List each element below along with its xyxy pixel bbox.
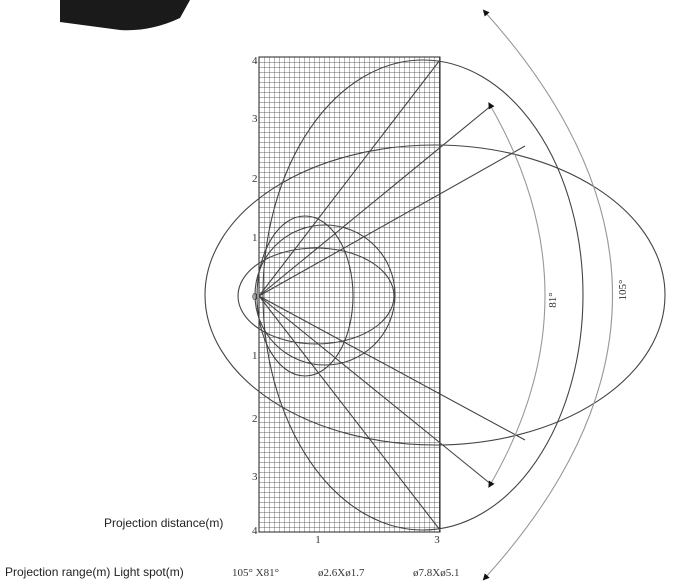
device-image xyxy=(60,0,190,31)
x-label: 3 xyxy=(434,534,440,546)
caption: ø2.6Xø1.7 xyxy=(318,567,365,579)
y-label: 2 xyxy=(252,413,258,425)
y-label: 3 xyxy=(252,113,258,125)
x-label: 1 xyxy=(315,534,321,546)
y-label: 3 xyxy=(252,471,258,483)
y-label: 2 xyxy=(252,173,258,185)
y-label: 1 xyxy=(252,232,258,244)
beam-shapes xyxy=(204,9,666,581)
y-label: 1 xyxy=(252,350,258,362)
angle-label: 81° xyxy=(547,292,559,307)
y-label: 4 xyxy=(252,55,258,67)
caption: Projection distance(m) xyxy=(104,516,223,530)
y-label: 4 xyxy=(252,525,258,537)
caption: ø7.8Xø5.1 xyxy=(413,567,459,579)
caption: 105° X81° xyxy=(232,567,279,579)
caption: Projection range(m) Light spot(m) xyxy=(5,565,184,579)
y-label: 0 xyxy=(252,291,258,303)
grid xyxy=(258,56,441,533)
angle-label: 105° xyxy=(617,280,629,301)
